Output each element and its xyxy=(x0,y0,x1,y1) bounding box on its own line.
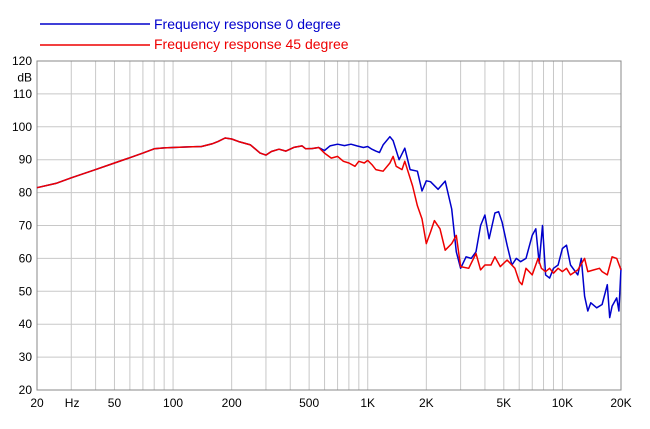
x-axis-ticks: 20 50 100 200 500 1K 2K 5K 10K 20K xyxy=(30,396,631,410)
legend-label-45-degree: Frequency response 45 degree xyxy=(154,36,349,52)
x-tick-label: 100 xyxy=(163,396,183,410)
series-line-45-degree xyxy=(36,137,622,286)
y-axis-ticks: 20 30 40 50 60 70 80 90 100 110 120 xyxy=(12,54,32,397)
series-lines xyxy=(36,135,622,319)
y-tick-label: 80 xyxy=(19,186,33,200)
x-tick-label: 20 xyxy=(30,396,44,410)
legend-label-0-degree: Frequency response 0 degree xyxy=(154,16,341,32)
x-tick-label: 1K xyxy=(360,396,375,410)
legend: Frequency response 0 degree Frequency re… xyxy=(40,16,349,52)
x-tick-label: 500 xyxy=(299,396,319,410)
grid-lines xyxy=(36,60,622,391)
x-tick-label: 200 xyxy=(222,396,242,410)
y-tick-label: 90 xyxy=(19,153,33,167)
y-tick-label: 120 xyxy=(12,54,32,68)
y-tick-label: 40 xyxy=(19,317,33,331)
y-tick-label: 70 xyxy=(19,219,33,233)
x-tick-label: 10K xyxy=(552,396,573,410)
x-tick-label: 20K xyxy=(610,396,631,410)
y-tick-label: 110 xyxy=(13,87,32,101)
series-line-0-degree xyxy=(36,135,622,319)
plot-frame xyxy=(36,60,622,391)
y-tick-label: 30 xyxy=(19,350,33,364)
x-tick-label: 2K xyxy=(419,396,434,410)
x-tick-label: 5K xyxy=(496,396,511,410)
x-axis-unit-label: Hz xyxy=(65,396,80,410)
y-tick-label: 20 xyxy=(19,383,33,397)
y-tick-label: 100 xyxy=(12,120,32,134)
y-tick-label: 50 xyxy=(19,284,33,298)
x-tick-label: 50 xyxy=(108,396,122,410)
y-tick-label: 60 xyxy=(19,251,33,265)
y-axis-unit-label: dB xyxy=(17,70,32,84)
